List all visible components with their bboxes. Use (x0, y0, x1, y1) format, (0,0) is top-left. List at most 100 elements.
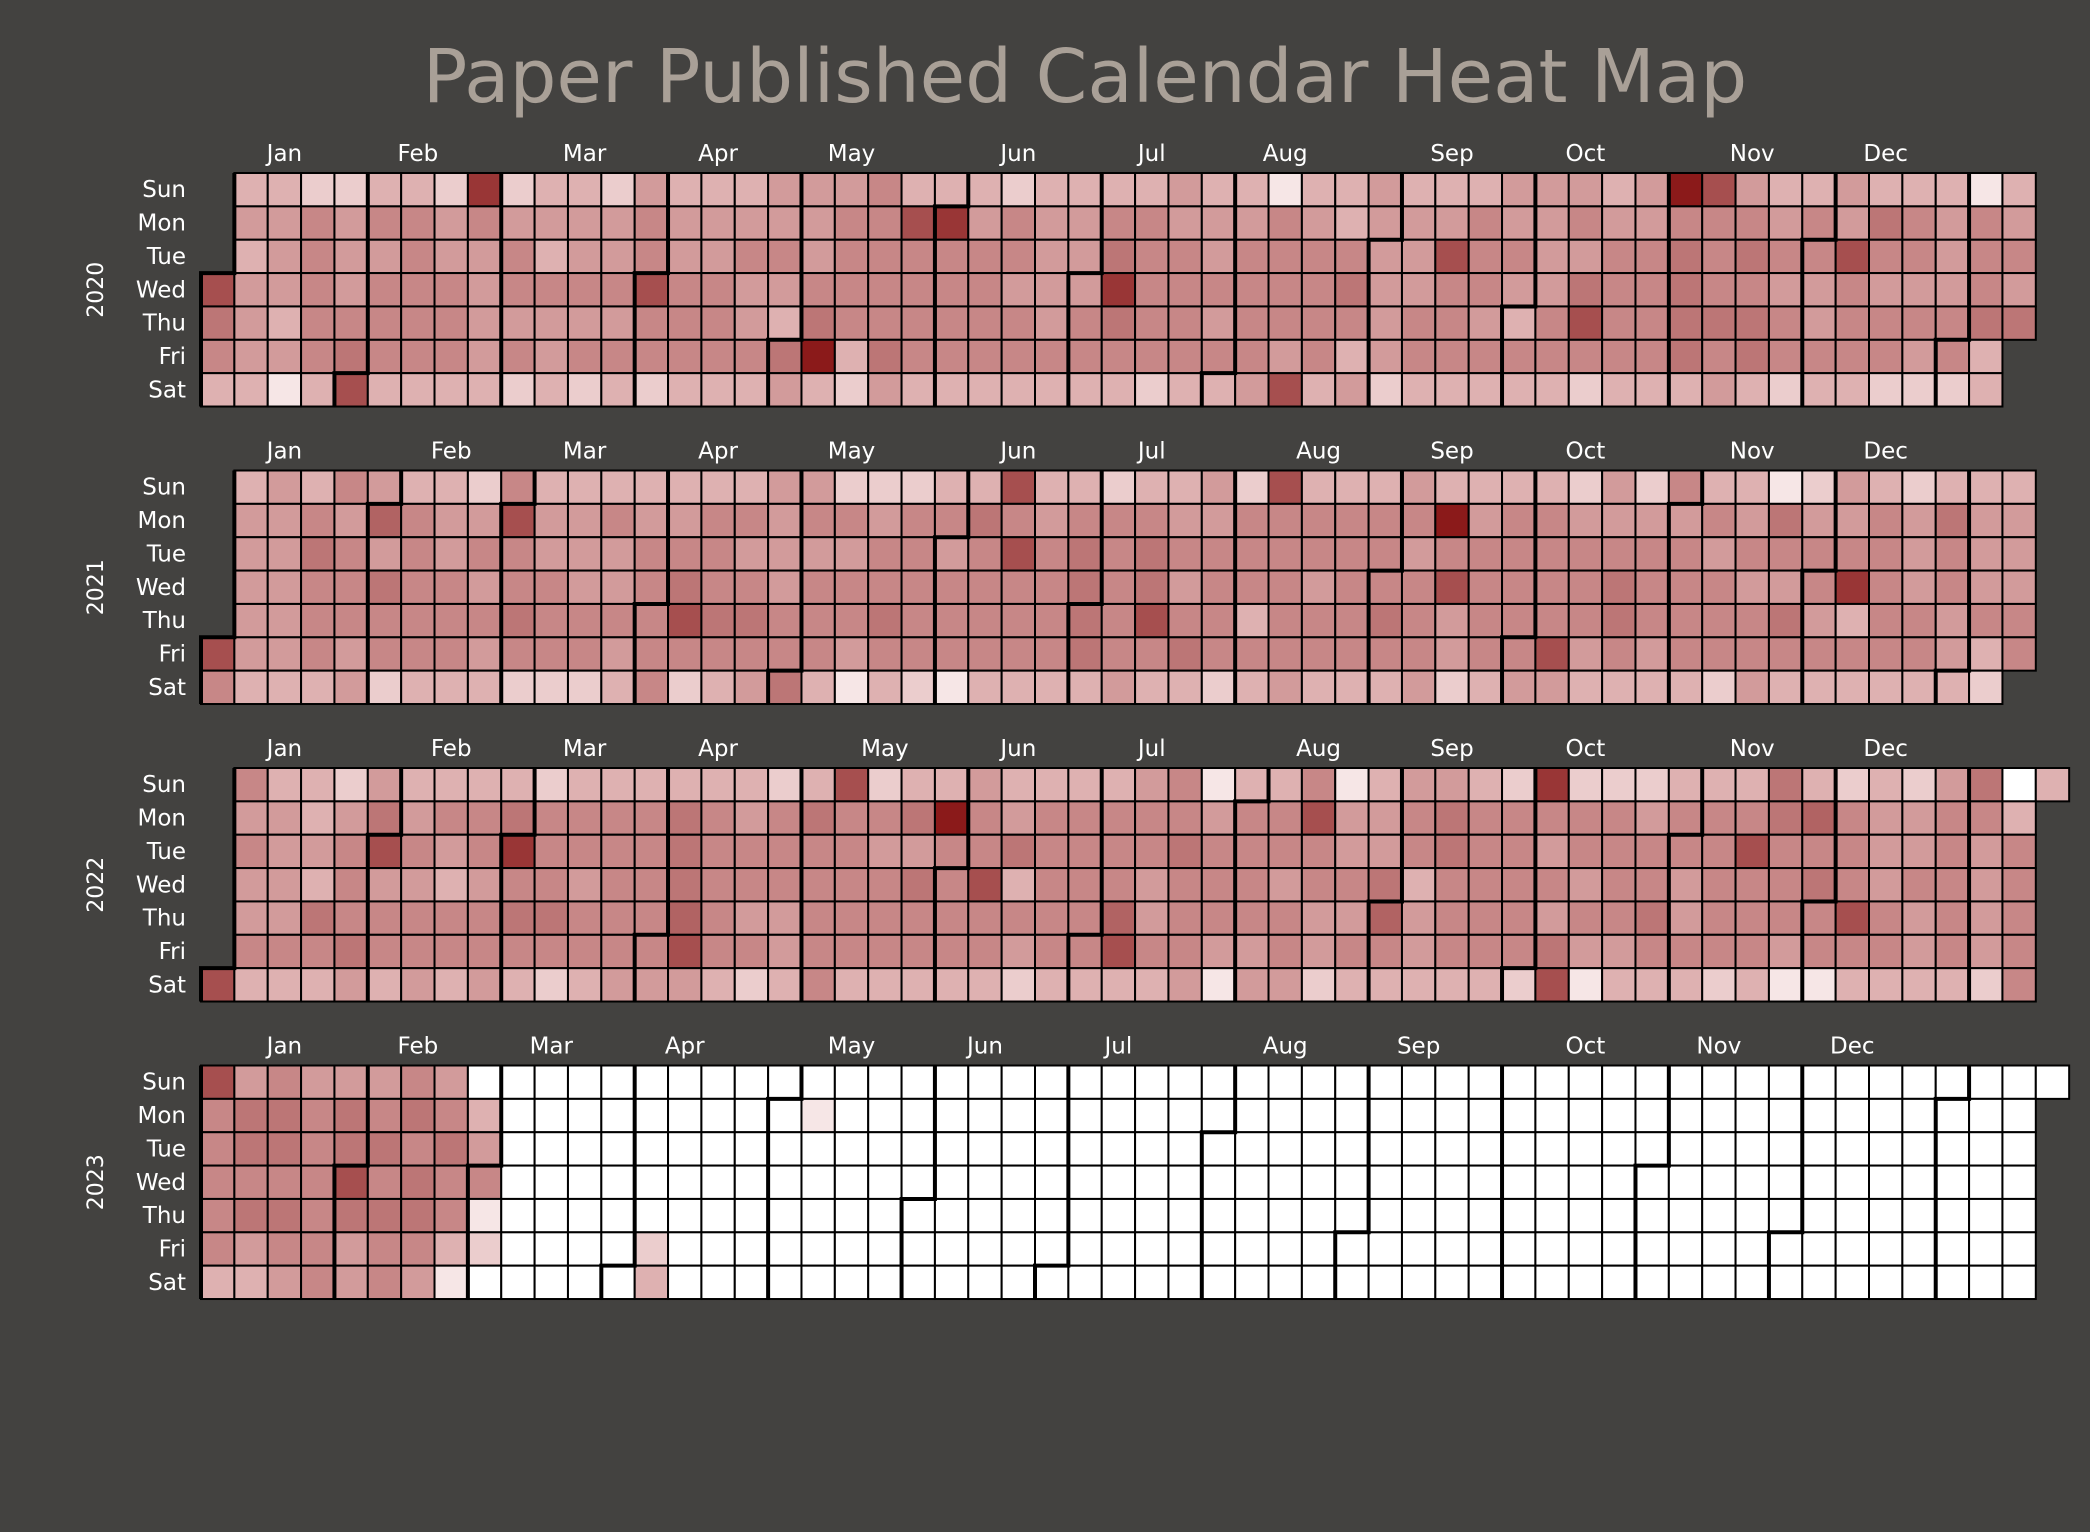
day-cell (1968, 205, 2004, 241)
day-cell (1434, 967, 1470, 1003)
day-cell (1567, 1164, 1604, 1200)
day-cell (266, 536, 303, 572)
day-cell (700, 967, 736, 1003)
day-cell (400, 867, 436, 903)
day-cell (566, 272, 603, 308)
day-cell (1634, 1097, 1670, 1134)
day-cell (900, 372, 936, 408)
day-cell (767, 1131, 803, 1167)
day-cell (1868, 833, 1904, 870)
day-cell (1300, 933, 1337, 970)
day-cell (1734, 205, 1770, 241)
day-cell (800, 669, 836, 706)
day-cell (600, 1064, 636, 1100)
day-cell (1034, 305, 1070, 341)
day-cell (266, 867, 303, 903)
day-cell (266, 669, 303, 706)
day-cell (1534, 272, 1570, 308)
day-cell (1334, 1064, 1370, 1100)
day-cell (1634, 238, 1670, 275)
day-cell (1300, 569, 1337, 605)
day-cell (1334, 800, 1370, 836)
day-cell (333, 238, 369, 275)
day-cell (1567, 502, 1604, 539)
day-cell (1200, 569, 1237, 605)
day-cell (1701, 172, 1737, 208)
day-cell (867, 338, 903, 375)
day-cell (1567, 1064, 1604, 1100)
day-cell (1634, 536, 1670, 572)
month-label: Sep (1430, 439, 1473, 465)
day-cell (1534, 867, 1570, 903)
day-cell (733, 767, 770, 803)
day-cell (1367, 933, 1403, 970)
day-cell (1134, 767, 1170, 803)
day-cell (767, 1197, 803, 1234)
day-cell (600, 967, 636, 1003)
day-cell (266, 469, 303, 505)
day-cell (1667, 238, 1704, 275)
day-cell (1367, 867, 1403, 903)
day-cell (466, 272, 503, 308)
day-cell (1334, 469, 1370, 505)
day-cell (1734, 833, 1770, 870)
day-cell (1434, 933, 1470, 970)
day-cell (1767, 900, 1804, 936)
day-cell (300, 338, 336, 375)
day-cell (233, 272, 269, 308)
day-cell (1767, 469, 1804, 505)
day-cell (667, 636, 703, 672)
day-cell (200, 1231, 236, 1267)
day-cell (833, 1231, 870, 1267)
day-cell (1501, 636, 1537, 672)
day-cell (1267, 305, 1303, 341)
month-label: Nov (1730, 439, 1775, 465)
day-cell (967, 867, 1003, 903)
day-cell (1334, 767, 1370, 803)
day-cell (700, 669, 736, 706)
day-cell (600, 272, 636, 308)
day-cell (466, 867, 503, 903)
day-cell (366, 602, 403, 639)
day-cell (2001, 967, 2037, 1003)
day-cell (500, 569, 536, 605)
weekday-label: Wed (136, 277, 186, 303)
day-cell (967, 172, 1003, 208)
day-cell (1634, 502, 1670, 539)
day-cell (1200, 767, 1237, 803)
day-cell (1567, 800, 1604, 836)
day-cell (1300, 536, 1337, 572)
day-cell (1134, 867, 1170, 903)
weekday-label: Fri (159, 344, 186, 370)
day-cell (533, 767, 569, 803)
day-cell (1701, 1264, 1737, 1301)
day-cell (1734, 1164, 1770, 1200)
day-cell (1100, 967, 1137, 1003)
month-label: Sep (1430, 141, 1473, 167)
day-cell (1667, 469, 1704, 505)
day-cell (500, 469, 536, 505)
day-cell (1868, 767, 1904, 803)
day-cell (1334, 636, 1370, 672)
day-cell (233, 372, 269, 408)
day-cell (1901, 900, 1937, 936)
day-cell (1100, 833, 1137, 870)
day-cell (1300, 602, 1337, 639)
day-cell (1400, 1197, 1437, 1234)
day-cell (1000, 569, 1037, 605)
day-cell (1034, 669, 1070, 706)
day-cell (1534, 569, 1570, 605)
day-cell (1234, 569, 1270, 605)
month-label: Mar (563, 439, 607, 465)
day-cell (1767, 933, 1804, 970)
day-cell (667, 933, 703, 970)
day-cell (767, 569, 803, 605)
month-label: Oct (1566, 439, 1606, 465)
day-cell (1300, 469, 1337, 505)
day-cell (1000, 1264, 1037, 1301)
day-cell (1434, 372, 1470, 408)
month-label: Oct (1566, 141, 1606, 167)
day-cell (1234, 669, 1270, 706)
day-cell (1601, 338, 1637, 375)
